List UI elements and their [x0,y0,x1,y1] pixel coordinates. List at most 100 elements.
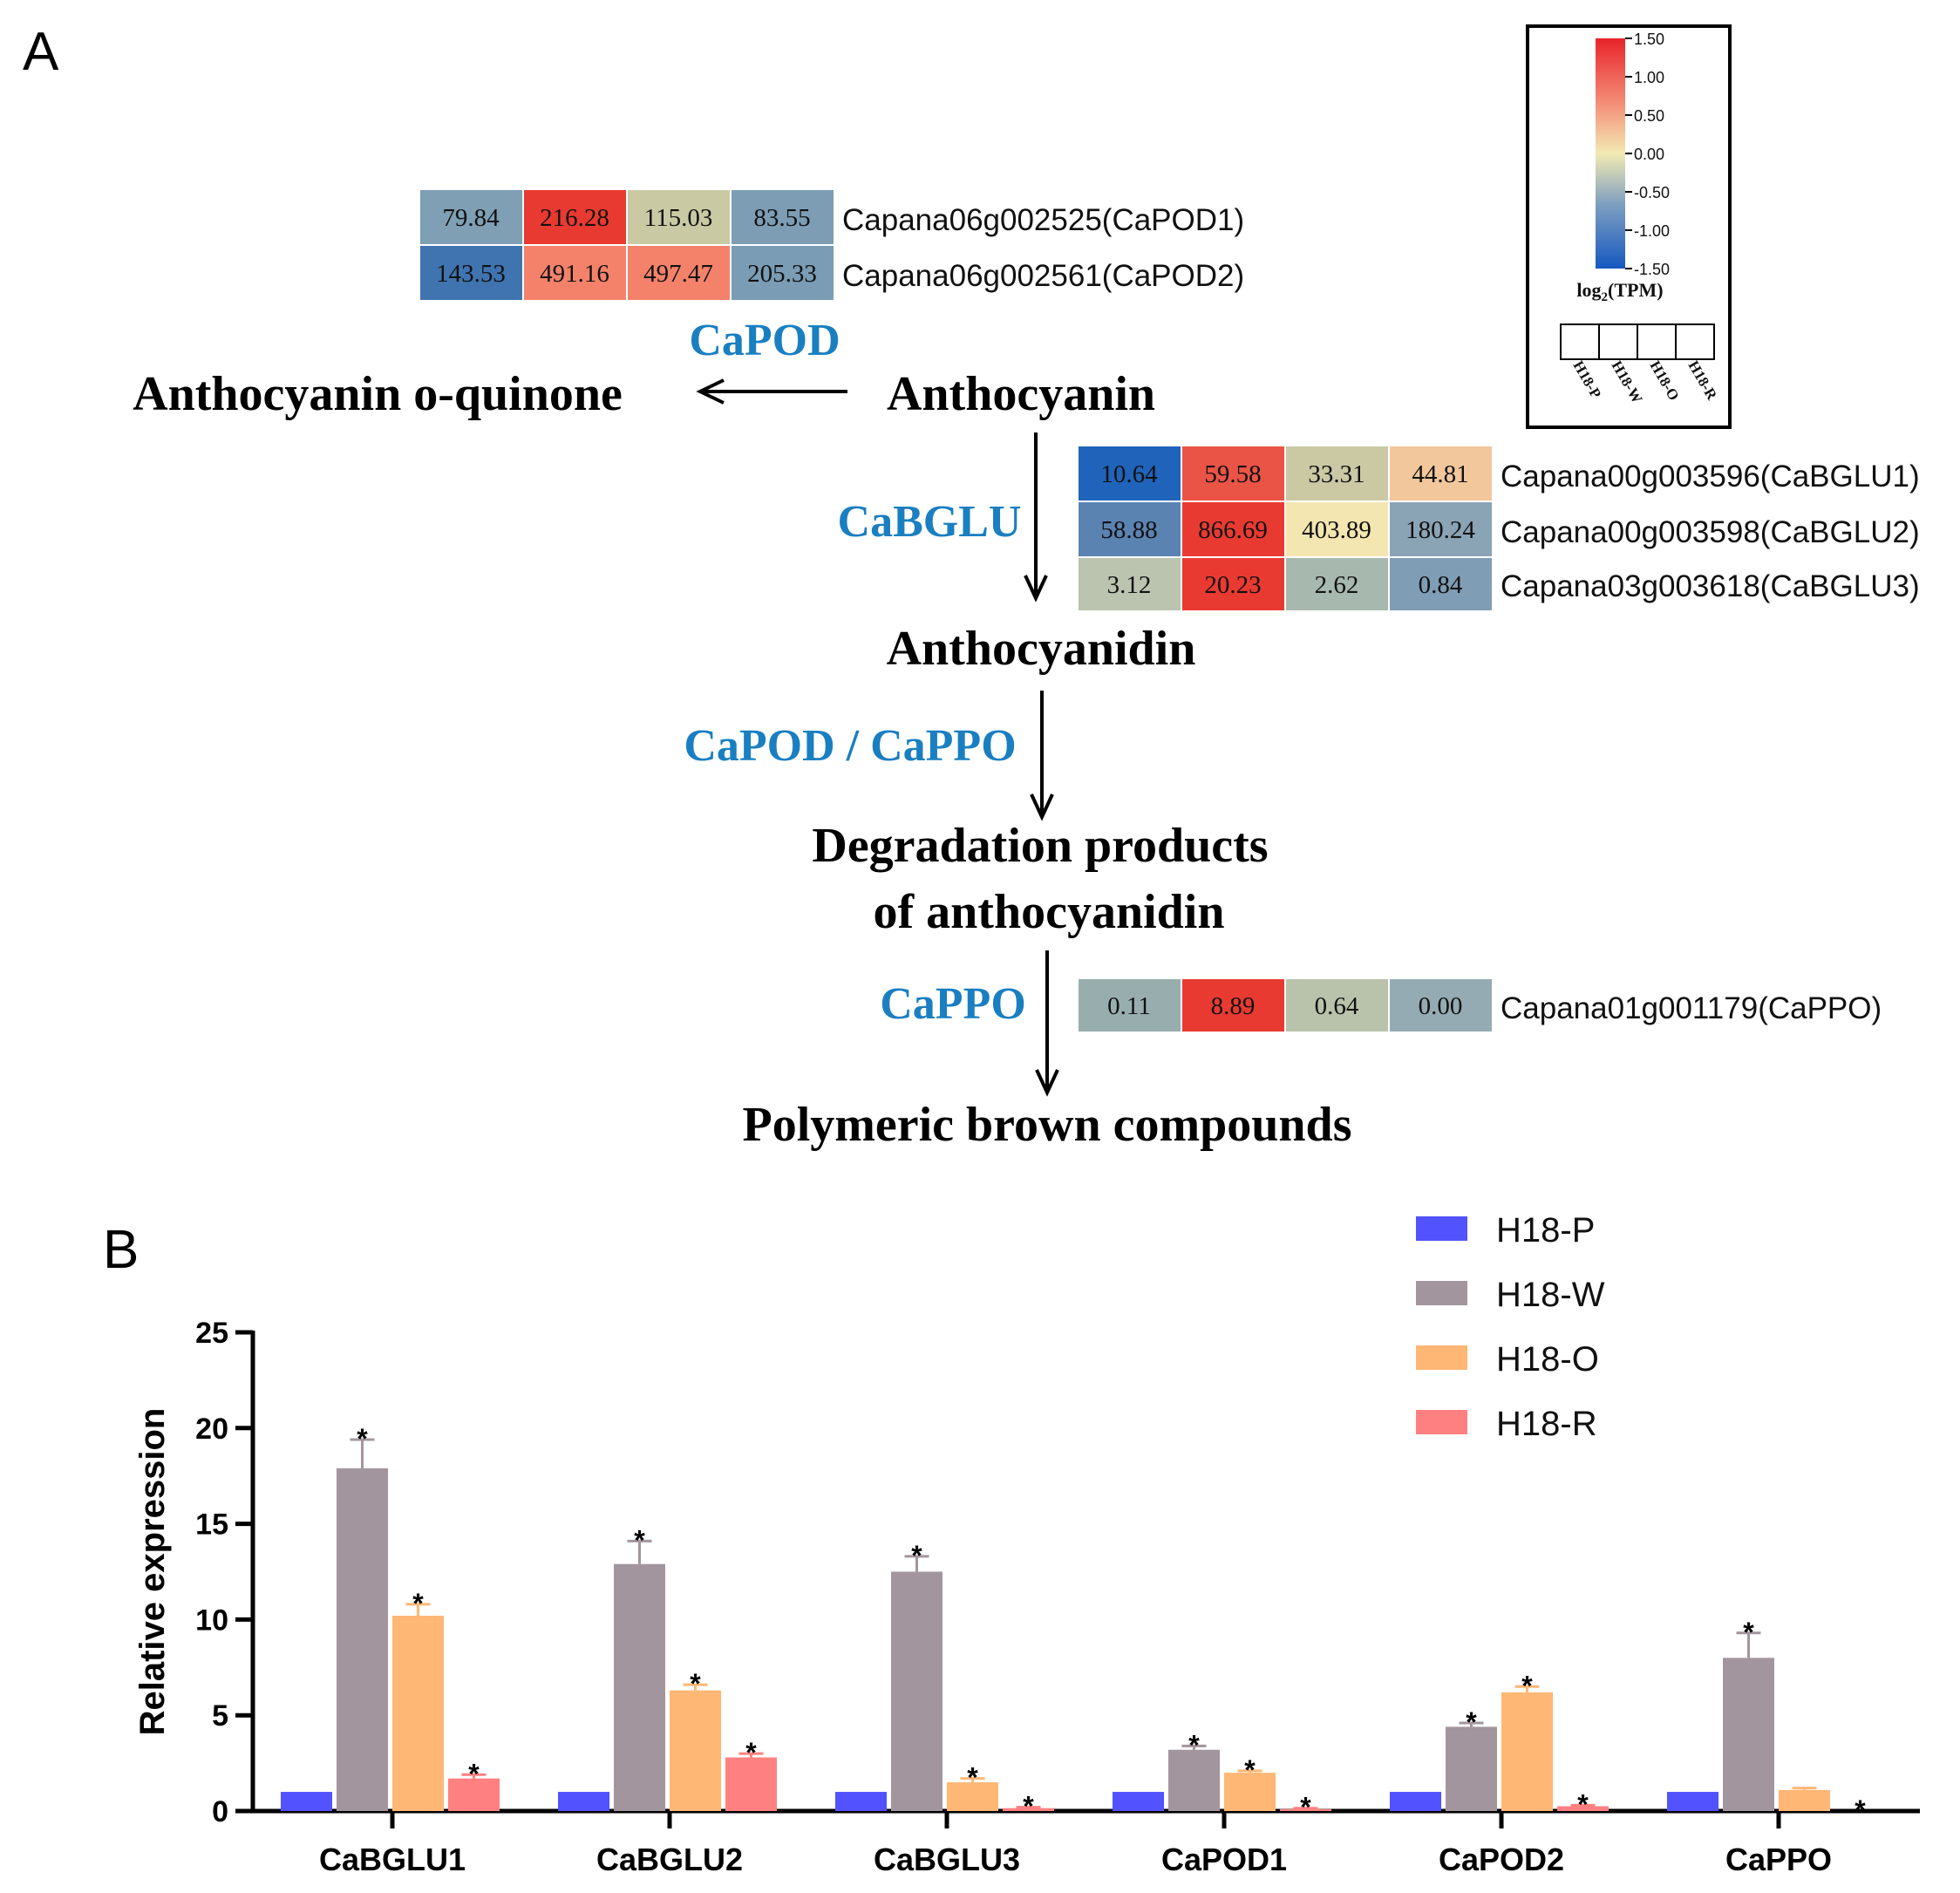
bar [1224,1773,1276,1811]
heatmap-row: 3.12 20.23 2.62 0.84 Capana03g003618(CaB… [1079,558,1920,610]
enzyme-label-pod-ppo: CaPOD / CaPPO [684,721,1016,771]
arrow-down-3 [1035,950,1059,1097]
heatmap-pod: 79.84 216.28 115.03 83.55 Capana06g00252… [420,190,1244,300]
colorbar-sample-box [1637,323,1677,360]
heatmap-ppo: 0.11 8.89 0.64 0.00 Capana01g001179(CaPP… [1079,979,1882,1032]
heatmap-cell [1182,446,1284,500]
heatmap-value: 59.58 [1204,460,1261,488]
heatmap-cell [524,190,626,244]
panel-a-label: A [23,22,59,82]
compound-degradation-line1: Degradation products [812,819,1268,873]
significance-marker: * [911,1540,922,1571]
legend-swatch [1416,1345,1467,1370]
bar [1280,1808,1331,1811]
colorbar-sample-boxes: H18-P H18-W H18-O H18-R [1560,323,1721,406]
heatmap-value: 20.23 [1204,571,1261,599]
heatmap-value: 79.84 [442,204,500,232]
bar [1501,1692,1553,1811]
x-tick-label: CaPOD2 [1439,1842,1564,1877]
enzyme-label-ppo: CaPPO [880,979,1026,1029]
heatmap-value: 2.62 [1315,571,1359,599]
heatmap-cell [1079,979,1181,1032]
gene-label: Capana06g002561(CaPOD2) [842,259,1244,293]
heatmap-value: 3.12 [1107,571,1152,599]
colorbar-legend: 1.50 1.00 0.50 0.00 -0.50 -1.00 -1.50 log2(TPM… [1526,24,1732,429]
bar [835,1792,887,1811]
heatmap-cell [732,190,834,244]
heatmap-value: 866.69 [1198,516,1268,544]
legend-label: H18-W [1496,1276,1605,1314]
significance-marker: * [1743,1617,1754,1648]
heatmap-value: 0.11 [1107,992,1151,1020]
heatmap-value: 8.89 [1211,992,1256,1020]
arrow-down-1 [1024,432,1048,603]
heatmap-value: 44.81 [1412,460,1468,488]
heatmap-row: 143.53 491.16 497.47 205.33 Capana06g002… [420,246,1244,300]
bar [947,1782,998,1811]
significance-marker: * [1855,1794,1866,1826]
heatmap-value: 497.47 [643,260,713,288]
colorbar-sample-box [1675,323,1715,360]
bar [1779,1789,1830,1811]
compound-anthocyanidin: Anthocyanidin [887,622,1196,676]
gene-label: Capana01g001179(CaPPO) [1501,991,1882,1025]
colorbar-gradient [1596,38,1625,269]
colorbar-sample-label: H18-R [1685,358,1721,404]
x-tick-label: CaPOD1 [1161,1842,1287,1877]
heatmap-value: 0.84 [1419,571,1463,599]
bar [614,1563,665,1811]
bar [1113,1792,1164,1811]
heatmap-row: 10.64 59.58 33.31 44.81 Capana00g003596(… [1079,446,1920,500]
heatmap-cell [420,246,522,300]
bar [1667,1792,1718,1811]
heatmap-cell [1390,502,1492,556]
enzyme-label-bglu: CaBGLU [838,497,1022,547]
colorbar-sample-label: H18-P [1570,358,1605,402]
x-tick-label: CaBGLU2 [596,1842,743,1877]
significance-marker: * [1521,1670,1533,1701]
heatmap-value: 10.64 [1100,460,1158,488]
x-tick-label: CaBGLU3 [874,1842,1020,1877]
bar [337,1467,388,1811]
bar [891,1571,943,1811]
x-tick-label: CaPPO [1725,1842,1832,1877]
heatmap-cell [1390,446,1492,500]
heatmap-value: 0.00 [1419,992,1463,1020]
legend-swatch [1416,1410,1467,1434]
legend-label: H18-R [1496,1405,1597,1443]
heatmap-value: 205.33 [747,260,817,288]
heatmap-cell [420,190,522,244]
x-tick-label: CaBGLU1 [319,1842,466,1877]
compound-degradation-line2: of anthocyanidin [874,885,1225,939]
arrow-down-2 [1030,691,1054,821]
heatmap-cell [628,190,730,244]
y-tick-label: 20 [195,1413,228,1446]
bar [670,1690,721,1811]
heatmap-value: 33.31 [1308,460,1365,488]
significance-marker: * [1466,1706,1477,1738]
y-tick-label: 0 [212,1795,228,1828]
significance-marker: * [967,1762,978,1794]
colorbar-ticks: 1.50 1.00 0.50 0.00 -0.50 -1.00 -1.50 [1625,31,1670,278]
colorbar-title: log2(TPM) [1576,279,1663,304]
gene-label: Capana03g003618(CaBGLU3) [1501,569,1920,603]
bar-chart: 0 5 10 15 20 25 Relative expression * * * CaBGLU1 *… [133,1211,1920,1877]
heatmap-value: 143.53 [436,260,506,288]
heatmap-cell [1079,558,1181,610]
heatmap-value: 58.88 [1100,516,1157,544]
significance-marker: * [690,1668,701,1699]
compound-quinone: Anthocyanin o-quinone [133,367,623,421]
gene-label: Capana00g003598(CaBGLU2) [1501,515,1920,549]
bar [281,1792,332,1811]
heatmap-row: 0.11 8.89 0.64 0.00 Capana01g001179(CaPP… [1079,979,1882,1032]
colorbar-tick-label: -1.50 [1634,261,1670,278]
significance-marker: * [468,1758,480,1789]
significance-marker: * [634,1524,645,1556]
heatmap-row: 58.88 866.69 403.89 180.24 Capana00g0035… [1079,502,1920,556]
heatmap-cell [1182,558,1284,610]
significance-marker: * [1244,1754,1256,1786]
colorbar-frame [1526,24,1732,429]
compound-polymeric: Polymeric brown compounds [743,1098,1352,1152]
colorbar-tick-label: 1.00 [1634,69,1664,86]
gene-label: Capana00g003596(CaBGLU1) [1501,460,1920,494]
